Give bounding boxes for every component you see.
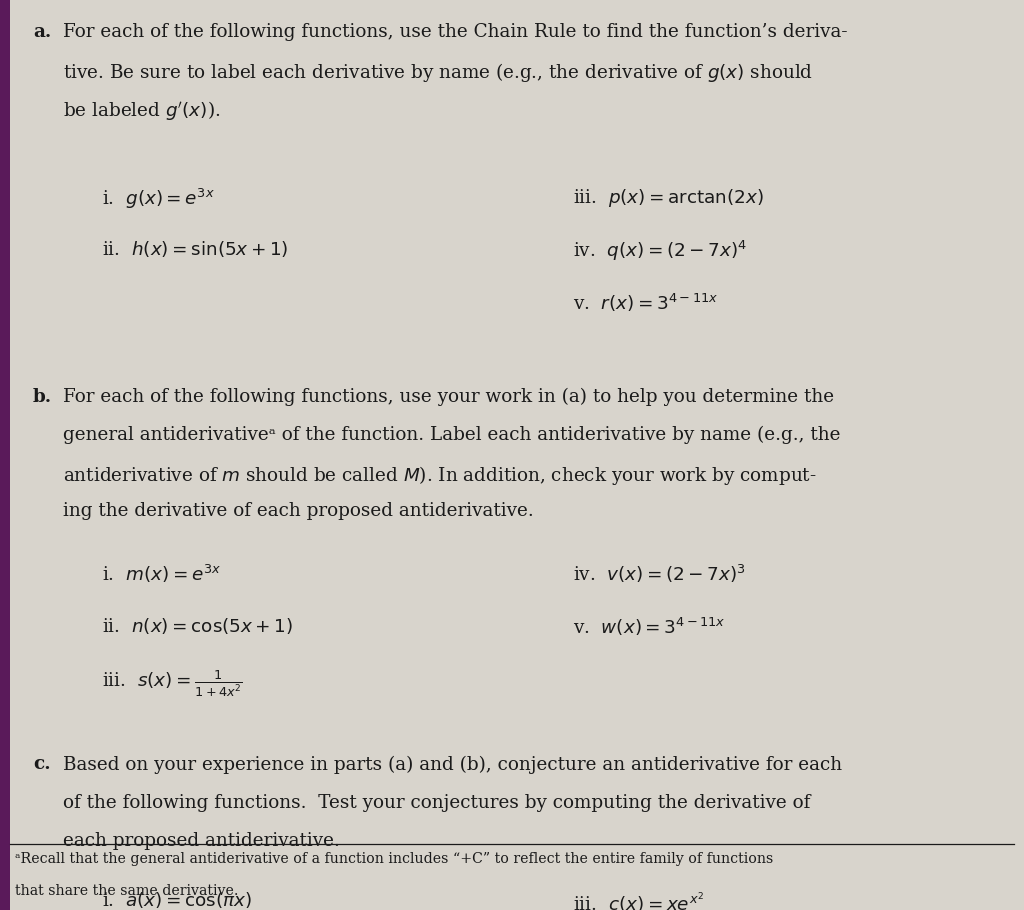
Bar [0, 0, 10, 910]
Text: tive. Be sure to label each derivative by name (e.g., the derivative of $g(x)$ s: tive. Be sure to label each derivative b… [63, 61, 814, 84]
Text: iii.  $p(x) = \arctan(2x)$: iii. $p(x) = \arctan(2x)$ [573, 187, 764, 208]
Text: b.: b. [33, 388, 52, 406]
Text: ii.  $n(x) = \cos(5x + 1)$: ii. $n(x) = \cos(5x + 1)$ [102, 616, 294, 636]
Text: general antiderivativeᵃ of the function. Label each antiderivative by name (e.g.: general antiderivativeᵃ of the function.… [63, 426, 841, 444]
Text: antiderivative of $m$ should be called $M$). In addition, check your work by com: antiderivative of $m$ should be called $… [63, 464, 817, 487]
Text: of the following functions.  Test your conjectures by computing the derivative o: of the following functions. Test your co… [63, 794, 811, 812]
Text: that share the same derivative.: that share the same derivative. [15, 884, 239, 897]
Text: i.  $m(x) = e^{3x}$: i. $m(x) = e^{3x}$ [102, 563, 221, 585]
Text: i.  $g(x) = e^{3x}$: i. $g(x) = e^{3x}$ [102, 187, 215, 210]
Text: iv.  $q(x) = (2 - 7x)^4$: iv. $q(x) = (2 - 7x)^4$ [573, 239, 748, 263]
Text: c.: c. [33, 755, 50, 774]
Text: be labeled $g'(x)$).: be labeled $g'(x)$). [63, 99, 221, 122]
Text: v.  $r(x) = 3^{4-11x}$: v. $r(x) = 3^{4-11x}$ [573, 292, 719, 314]
Text: each proposed antiderivative.: each proposed antiderivative. [63, 832, 340, 850]
Text: iv.  $v(x) = (2 - 7x)^3$: iv. $v(x) = (2 - 7x)^3$ [573, 563, 746, 585]
Text: i.  $a(x) = \cos(\pi x)$: i. $a(x) = \cos(\pi x)$ [102, 890, 253, 910]
Text: For each of the following functions, use your work in (a) to help you determine : For each of the following functions, use… [63, 388, 835, 406]
Text: ᵃRecall that the general antiderivative of a function includes “+C” to reflect t: ᵃRecall that the general antiderivative … [15, 852, 773, 865]
Text: For each of the following functions, use the Chain Rule to find the function’s d: For each of the following functions, use… [63, 23, 848, 41]
Text: Based on your experience in parts (a) and (b), conjecture an antiderivative for : Based on your experience in parts (a) an… [63, 755, 843, 774]
Text: iii.  $c(x) = xe^{x^2}$: iii. $c(x) = xe^{x^2}$ [573, 890, 705, 910]
Text: ii.  $h(x) = \sin(5x + 1)$: ii. $h(x) = \sin(5x + 1)$ [102, 239, 289, 259]
Text: iii.  $s(x) = \frac{1}{1+4x^2}$: iii. $s(x) = \frac{1}{1+4x^2}$ [102, 669, 244, 699]
Text: a.: a. [33, 23, 51, 41]
Text: v.  $w(x) = 3^{4-11x}$: v. $w(x) = 3^{4-11x}$ [573, 616, 726, 638]
Text: ing the derivative of each proposed antiderivative.: ing the derivative of each proposed anti… [63, 502, 535, 521]
